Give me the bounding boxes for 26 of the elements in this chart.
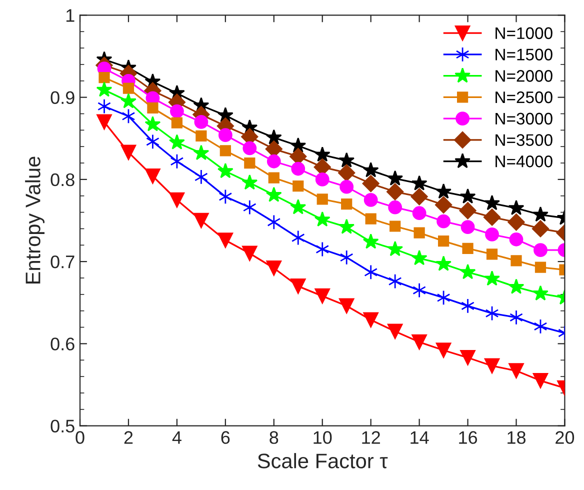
x-tick-label: 6 [221,431,230,444]
legend-label: N=1000 [496,27,552,40]
x-tick-label: 20 [556,431,574,444]
legend-label: N=2000 [496,70,552,82]
x-tick-label: 12 [362,431,380,444]
x-tick-label: 0 [76,431,84,444]
x-tick-label: 2 [124,431,133,444]
y-axis-title: Entropy Value [25,156,44,284]
y-tick-label: 0.6 [50,338,74,350]
x-tick-label: 4 [172,431,182,444]
y-tick-label: 1 [66,9,74,22]
x-tick-label: 14 [410,431,429,444]
x-tick-label: 10 [314,431,332,444]
legend-label: N=3500 [496,134,552,146]
y-tick-label: 0.7 [50,255,74,268]
x-axis-title: Scale Factor τ [258,453,388,468]
x-tick-label: 18 [508,431,526,444]
x-tick-label: 8 [270,431,278,444]
y-tick-label: 0.9 [50,91,74,104]
legend-label: N=2500 [496,91,552,104]
y-tick-label: 0.8 [50,173,74,186]
x-tick-label: 16 [459,431,478,444]
legend-label: N=4000 [496,156,552,168]
legend-label: N=3000 [496,112,552,125]
legend-label: N=1500 [496,48,552,60]
y-tick-label: 0.5 [50,420,74,433]
